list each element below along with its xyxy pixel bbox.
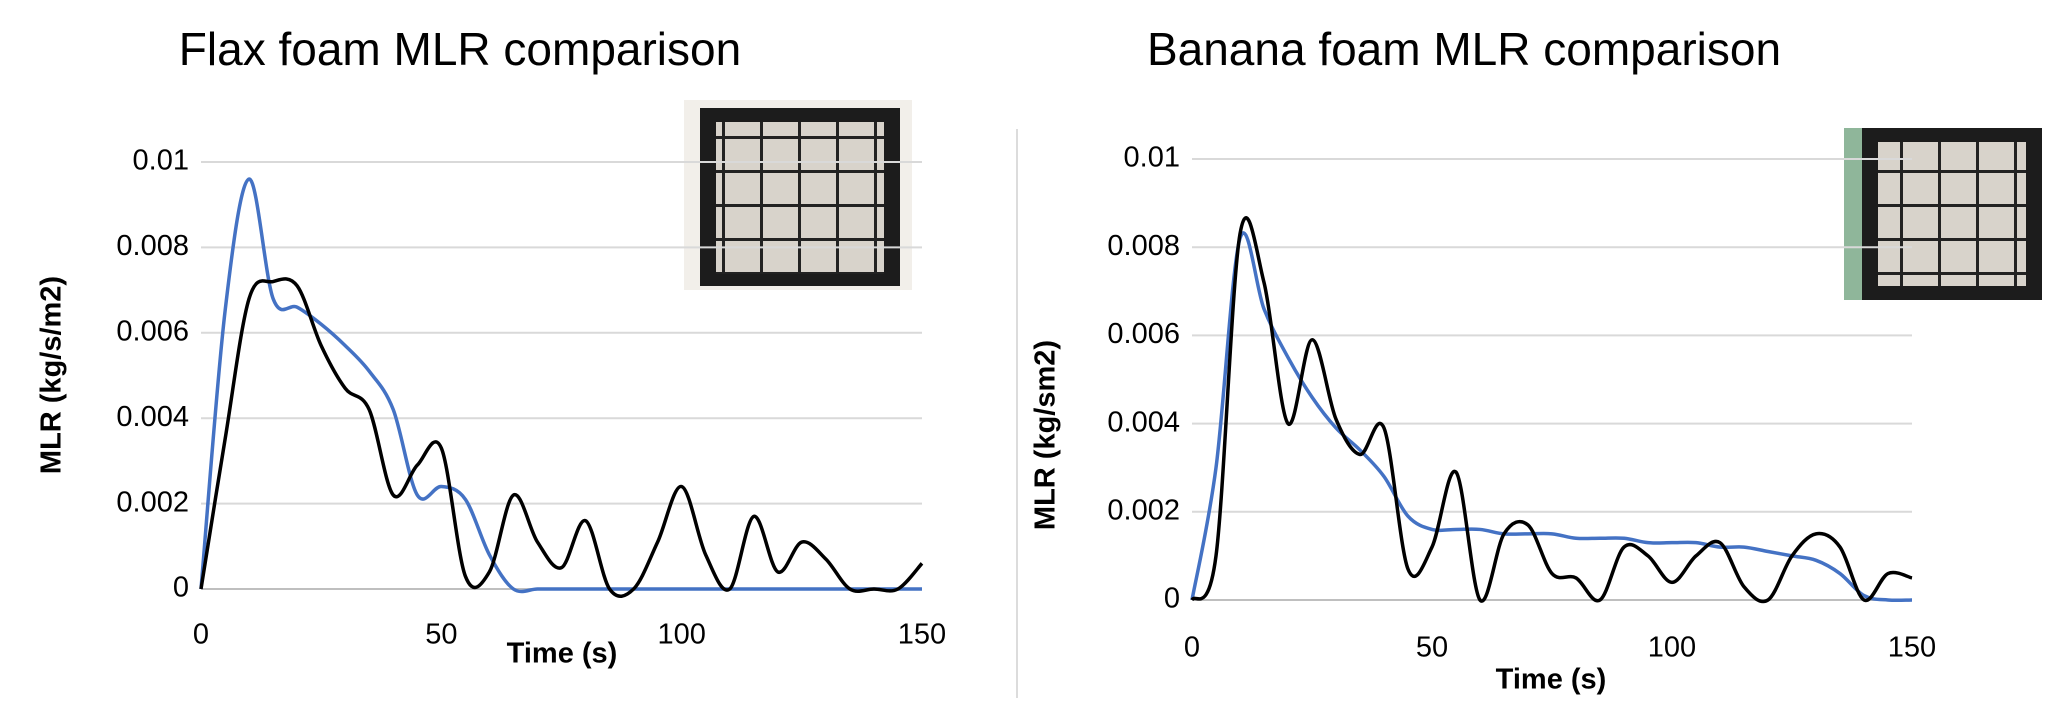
y-tick-label: 0.01 [1124,142,1180,174]
x-axis-label: Time (s) [507,638,618,670]
y-tick-label: 0.006 [116,315,189,347]
x-tick-label: 50 [1416,632,1448,664]
x-tick-label: 100 [1648,632,1696,664]
y-tick-label: 0.008 [1107,230,1180,262]
y-tick-label: 0.004 [1107,406,1180,438]
x-tick-label: 0 [193,619,209,651]
y-axis-label: MLR (kg/s/m2) [36,276,68,474]
y-tick-label: 0 [173,572,189,604]
chart-title: Flax foam MLR comparison [179,23,741,75]
x-tick-label: 0 [1184,632,1200,664]
series-line [1192,233,1912,600]
chart-title: Banana foam MLR comparison [1147,23,1781,75]
y-tick-label: 0.006 [1107,318,1180,350]
y-axis-label: MLR (kg/sm2) [1030,340,1062,530]
photo-flax [684,100,912,290]
y-tick-label: 0 [1164,583,1180,615]
series-line [201,279,922,596]
series-line [1192,218,1912,602]
x-tick-label: 100 [657,619,705,651]
y-tick-label: 0.004 [116,401,189,433]
x-tick-label: 50 [425,619,457,651]
y-tick-label: 0.01 [133,145,189,177]
x-tick-label: 150 [1888,632,1936,664]
x-axis-label: Time (s) [1496,664,1607,696]
x-tick-label: 150 [898,619,946,651]
photo-banana [1844,128,2042,300]
y-tick-label: 0.002 [1107,494,1180,526]
y-tick-label: 0.008 [116,230,189,262]
y-tick-label: 0.002 [116,486,189,518]
screen: Flax foam MLR comparison 0 0.002 0.004 0.006… [0,0,2065,702]
